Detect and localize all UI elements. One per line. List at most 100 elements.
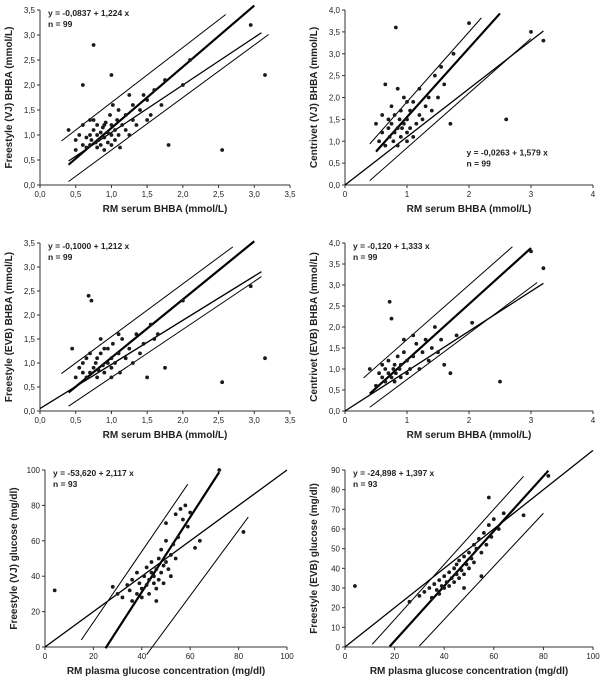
data-point <box>118 145 122 150</box>
data-point <box>89 298 94 303</box>
data-point <box>52 588 57 593</box>
data-point <box>181 517 185 522</box>
data-point <box>95 133 100 137</box>
data-point <box>148 113 153 117</box>
data-point <box>405 371 409 376</box>
data-point <box>220 380 225 385</box>
identity-fit-line <box>344 282 544 412</box>
data-point <box>484 542 489 547</box>
ci-upper-line <box>363 246 513 379</box>
data-point <box>102 123 107 127</box>
data-point <box>486 523 491 527</box>
data-point <box>489 534 494 539</box>
data-point <box>529 29 533 34</box>
data-point <box>123 356 128 361</box>
data-point <box>442 362 447 367</box>
data-point <box>80 361 85 365</box>
y-tick-label: 30 <box>331 584 340 593</box>
data-point <box>130 599 135 603</box>
data-point <box>113 128 117 132</box>
data-point <box>173 556 178 561</box>
y-tick-label: 80 <box>331 486 340 495</box>
data-point <box>109 375 114 380</box>
data-point <box>80 123 85 127</box>
sample-size-label: n = 99 <box>467 158 492 168</box>
data-point <box>504 117 509 122</box>
x-tick-label: 3,5 <box>284 416 296 425</box>
data-point <box>88 143 92 147</box>
sample-size-label: n = 99 <box>48 19 73 29</box>
y-tick-label: 0 <box>36 643 41 652</box>
data-point <box>127 588 132 593</box>
x-tick-label: 0 <box>43 652 48 661</box>
data-point <box>411 333 416 338</box>
data-point <box>120 337 125 341</box>
data-point <box>147 577 151 582</box>
data-point <box>102 148 107 152</box>
data-point <box>397 367 402 371</box>
data-point <box>80 370 85 375</box>
x-tick-label: 1,0 <box>106 190 118 199</box>
data-point <box>387 299 392 304</box>
x-tick-label: 60 <box>186 652 195 661</box>
x-axis-label: RM serum BHBA (mmol/L) <box>103 204 228 215</box>
chart-panel-middle-left: 0,0 0,5 1,0 1,5 2,0 2,5 3,0 3,5 0,0 0,5 1,0 1,5 2,0 2… <box>4 239 296 441</box>
ci-upper-line <box>369 17 482 145</box>
data-point <box>91 365 96 370</box>
data-point <box>193 545 197 550</box>
data-point <box>470 320 474 325</box>
data-point <box>120 123 125 127</box>
data-point <box>171 542 176 547</box>
x-tick-label: 1 <box>405 416 410 425</box>
data-point <box>138 351 142 356</box>
x-tick-label: 60 <box>489 652 498 661</box>
data-point <box>95 145 100 150</box>
data-point <box>395 126 400 131</box>
data-point <box>501 511 506 516</box>
x-tick-label: 40 <box>137 652 146 661</box>
data-point <box>377 371 381 376</box>
data-point <box>110 103 115 107</box>
data-point <box>392 362 397 367</box>
y-tick-label: 2,0 <box>329 323 341 332</box>
data-point <box>405 358 409 363</box>
data-point <box>448 121 453 126</box>
data-point <box>398 108 403 113</box>
ci-lower-line <box>419 512 544 647</box>
x-tick-label: 80 <box>539 652 548 661</box>
x-tick-label: 3 <box>529 190 534 199</box>
data-point <box>144 583 149 587</box>
y-tick-label: 2,0 <box>24 81 36 90</box>
data-point <box>91 118 96 122</box>
y-tick-label: 50 <box>331 545 340 554</box>
data-point <box>405 99 409 104</box>
data-point <box>389 121 394 126</box>
data-point <box>105 130 110 135</box>
data-point <box>427 586 432 590</box>
data-point <box>98 337 103 341</box>
y-tick-label: 0,5 <box>329 386 341 395</box>
y-tick-label: 4,0 <box>329 239 341 248</box>
data-point <box>152 337 157 341</box>
data-point <box>115 118 120 122</box>
data-point <box>462 572 466 577</box>
data-point <box>447 570 452 575</box>
data-point <box>164 560 168 564</box>
data-point <box>449 576 454 581</box>
data-point <box>127 93 132 97</box>
x-axis-label: RM serum BHBA (mmol/L) <box>407 430 532 441</box>
x-tick-label: 100 <box>586 652 600 661</box>
x-axis-label: RM plasma glucose concentration (mg/dl) <box>370 666 568 677</box>
data-point <box>400 126 404 131</box>
data-point <box>380 362 385 367</box>
y-tick-label: 90 <box>331 466 340 475</box>
data-point <box>380 130 385 135</box>
data-point <box>386 117 391 122</box>
data-point <box>164 521 168 525</box>
regression-equation: y = -0,120 + 1,333 x <box>353 241 430 251</box>
data-point <box>109 123 114 127</box>
data-point <box>395 143 400 148</box>
x-tick-label: 3,5 <box>284 190 296 199</box>
data-point <box>80 143 85 147</box>
